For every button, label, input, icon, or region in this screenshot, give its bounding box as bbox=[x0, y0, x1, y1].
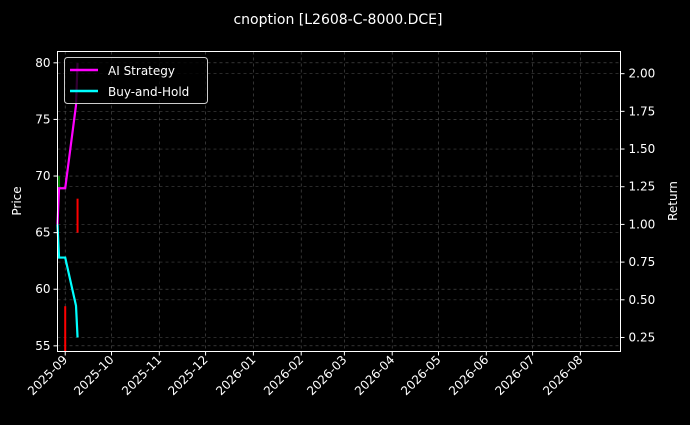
x-tick-label: 2025-11 bbox=[119, 353, 164, 398]
y-tick-label-left: 80 bbox=[35, 56, 50, 70]
y-axis-left: 55 60 65 70 75 80 bbox=[35, 56, 58, 353]
y-tick-label-left: 60 bbox=[35, 282, 50, 296]
y-tick-label-right: 0.50 bbox=[629, 293, 656, 307]
x-tick-label: 2025-12 bbox=[165, 353, 210, 398]
grid bbox=[57, 51, 621, 352]
x-tick-label: 2025-09 bbox=[25, 353, 70, 398]
x-tick-label: 2026-08 bbox=[540, 353, 585, 398]
y-axis-right-label: Return bbox=[666, 181, 680, 221]
legend-label-buy-and-hold: Buy-and-Hold bbox=[108, 85, 189, 99]
y-tick-label-left: 65 bbox=[35, 226, 50, 240]
plot-frame bbox=[57, 51, 621, 352]
series-lines bbox=[56, 63, 79, 338]
x-tick-label: 2026-07 bbox=[492, 353, 537, 398]
x-tick-label: 2026-02 bbox=[261, 353, 306, 398]
legend-box bbox=[64, 57, 208, 104]
y-tick-label-left: 70 bbox=[35, 169, 50, 183]
legend-label-ai-strategy: AI Strategy bbox=[108, 64, 175, 78]
x-tick-label: 2026-06 bbox=[446, 353, 491, 398]
candles bbox=[58, 176, 79, 352]
legend: AI Strategy Buy-and-Hold bbox=[64, 57, 208, 104]
y-tick-label-right: 1.00 bbox=[629, 217, 656, 231]
x-tick-label: 2026-03 bbox=[304, 353, 349, 398]
y-tick-label-right: 1.50 bbox=[629, 142, 656, 156]
y-tick-label-left: 75 bbox=[35, 112, 50, 126]
x-tick-label: 2026-05 bbox=[398, 353, 443, 398]
y-axis-left-label: Price bbox=[10, 186, 24, 215]
y-tick-label-right: 1.25 bbox=[629, 180, 656, 194]
x-axis: 2025-09 2025-10 2025-11 2025-12 2026-01 2026-… bbox=[25, 351, 586, 398]
y-axis-right: 0.25 0.50 0.75 1.00 1.25 1.50 1.75 2.00 bbox=[620, 67, 656, 344]
y-tick-label-right: 1.75 bbox=[629, 104, 656, 118]
series-line-buy-and-hold bbox=[56, 224, 79, 338]
x-tick-label: 2025-10 bbox=[71, 353, 116, 398]
x-tick-label: 2026-01 bbox=[213, 353, 258, 398]
chart-title: cnoption [L2608-C-8000.DCE] bbox=[233, 12, 442, 28]
y-tick-label-right: 0.25 bbox=[629, 330, 656, 344]
y-tick-label-left: 55 bbox=[35, 339, 50, 353]
x-tick-label: 2026-04 bbox=[352, 353, 397, 398]
y-tick-label-right: 0.75 bbox=[629, 255, 656, 269]
y-tick-label-right: 2.00 bbox=[629, 67, 656, 81]
